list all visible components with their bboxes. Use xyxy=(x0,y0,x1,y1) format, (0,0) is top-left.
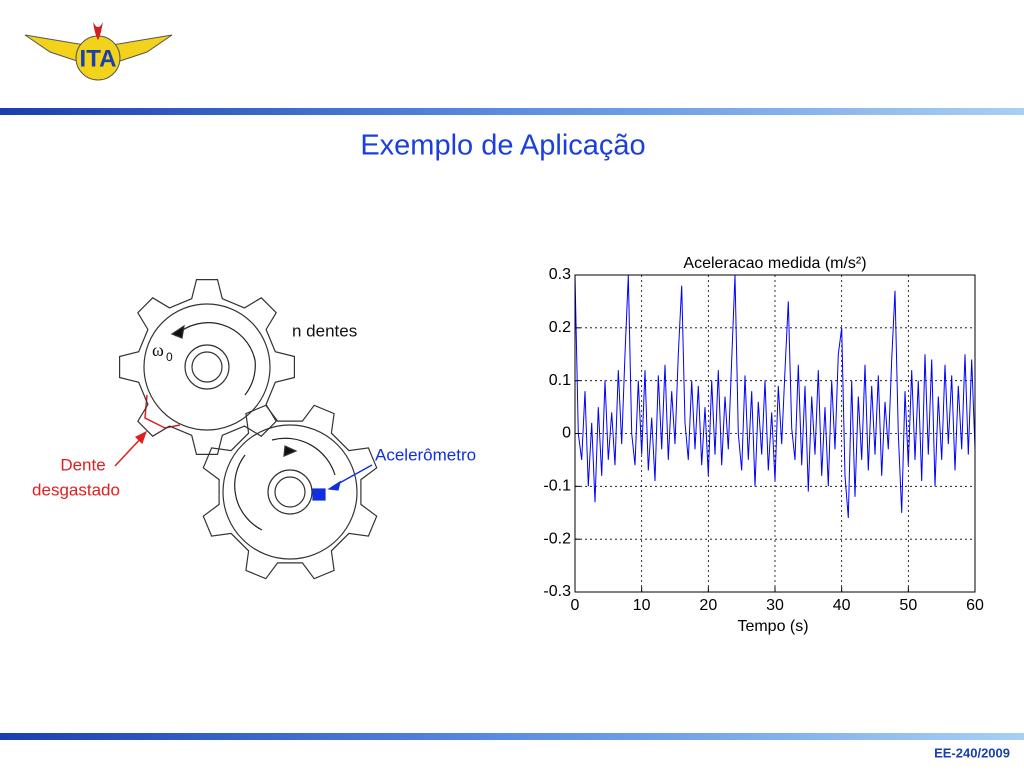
gear-hub xyxy=(267,469,313,515)
footer-text: EE-240/2009 xyxy=(934,745,1010,760)
y-tick-label: -0.2 xyxy=(543,530,571,547)
sensor-label: Acelerômetro xyxy=(375,445,476,464)
y-tick-label: 0.3 xyxy=(549,266,571,283)
signal-line xyxy=(574,274,976,519)
gear-outline xyxy=(119,279,295,455)
gear-bore xyxy=(191,351,223,383)
x-tick-label: 50 xyxy=(899,597,917,614)
y-tick-label: 0 xyxy=(562,425,571,442)
accelerometer xyxy=(312,488,326,501)
teeth-label: n dentes xyxy=(292,321,357,340)
plot-frame xyxy=(574,274,976,593)
x-tick-label: 40 xyxy=(833,597,851,614)
y-tick-label: 0.1 xyxy=(549,372,571,389)
gear-diagram xyxy=(114,279,378,580)
gear-bore xyxy=(274,476,306,508)
rotation-arrow xyxy=(283,445,298,457)
worn-tooth-label: Dente xyxy=(60,455,105,474)
header-band xyxy=(0,108,1024,115)
x-tick-label: 0 xyxy=(571,597,580,614)
y-tick-label: 0.2 xyxy=(549,319,571,336)
gear-body xyxy=(222,424,358,560)
x-tick-label: 60 xyxy=(966,597,984,614)
x-axis-label: Tempo (s) xyxy=(737,618,808,635)
footer-band xyxy=(0,733,1024,740)
omega-label: ω xyxy=(152,340,164,360)
logo: ITA xyxy=(24,22,173,81)
x-tick-label: 10 xyxy=(633,597,651,614)
x-tick-label: 20 xyxy=(699,597,717,614)
gear-outline xyxy=(202,404,378,580)
gear-hub xyxy=(184,344,230,390)
slide-title: Exemplo de Aplicação xyxy=(360,130,645,162)
x-tick-label: 30 xyxy=(766,597,784,614)
gear-body xyxy=(143,303,271,431)
rotation-arc xyxy=(174,322,256,396)
chart-title: Aceleracao medida (m/s²) xyxy=(683,255,866,272)
arrow xyxy=(114,435,144,467)
rotation-arc xyxy=(234,437,336,531)
y-tick-label: -0.3 xyxy=(543,583,571,600)
y-tick-label: -0.1 xyxy=(543,478,571,495)
logo-text: ITA xyxy=(80,45,117,72)
arrowhead xyxy=(327,480,341,491)
rotation-arrow xyxy=(170,324,185,339)
worn-tooth-label: desgastado xyxy=(32,480,120,499)
arrowhead xyxy=(134,430,148,445)
omega-subscript: 0 xyxy=(166,350,173,364)
